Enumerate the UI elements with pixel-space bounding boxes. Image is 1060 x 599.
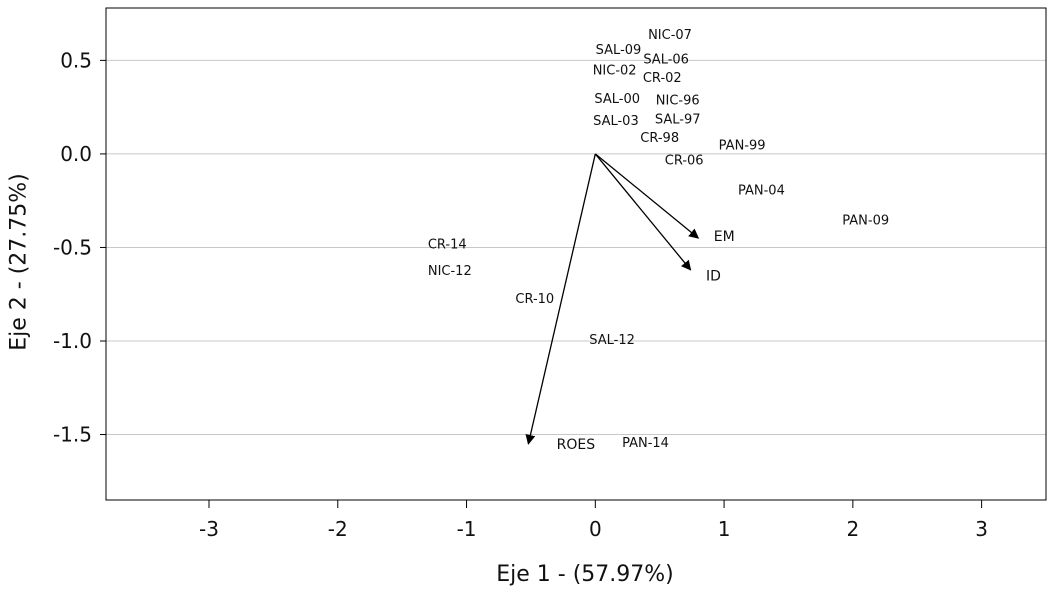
point-label: PAN-09 [842, 213, 889, 228]
x-tick-label: -2 [328, 517, 348, 541]
vector-arrow-em [594, 153, 700, 239]
point-label: CR-14 [428, 238, 467, 253]
x-tick-label: 2 [846, 517, 859, 541]
point-label: SAL-97 [655, 112, 701, 127]
vector-label-roes: ROES [557, 437, 596, 453]
point-label: PAN-04 [738, 183, 785, 198]
x-tick-label: -3 [199, 517, 219, 541]
x-tick-label: -1 [457, 517, 477, 541]
y-tick-label: 0.0 [60, 142, 92, 166]
y-axis-title: Eje 2 - (27.75%) [6, 173, 32, 351]
point-label: SAL-06 [643, 53, 689, 68]
point-label: CR-02 [643, 71, 682, 86]
y-tick-label: -1.0 [53, 329, 92, 353]
x-tick-label: 3 [975, 517, 988, 541]
y-tick-label: -1.5 [53, 423, 92, 447]
y-tick-label: -0.5 [53, 235, 92, 259]
point-label: SAL-00 [594, 92, 640, 107]
y-tick-label: 0.5 [60, 48, 92, 72]
vector-arrow-roes [525, 153, 596, 445]
point-label: CR-10 [515, 292, 554, 307]
point-label: NIC-96 [656, 94, 700, 109]
point-label: SAL-03 [593, 114, 639, 129]
point-label: NIC-02 [593, 64, 637, 79]
vector-label-em: EM [714, 229, 735, 245]
point-label: CR-98 [640, 131, 679, 146]
axis-ticks: 0.5 0.0 -0.5 -1.0 -1.5 -3 -2 -1 0 1 2 3 [53, 48, 988, 541]
x-axis-title: Eje 1 - (57.97%) [496, 562, 674, 587]
plot-frame [105, 7, 1047, 501]
point-label: PAN-99 [719, 139, 766, 154]
point-label: NIC-12 [428, 264, 472, 279]
loading-vectors: EM ID ROES [525, 153, 735, 453]
vector-arrow-id [594, 153, 692, 271]
point-label: SAL-09 [596, 43, 642, 58]
grid-lines [106, 59, 1046, 436]
point-label: PAN-14 [622, 436, 669, 451]
point-label: NIC-07 [648, 28, 692, 43]
point-label: SAL-12 [589, 333, 635, 348]
point-label: CR-06 [665, 154, 704, 169]
vector-label-id: ID [706, 269, 721, 285]
x-tick-label: 1 [718, 517, 731, 541]
x-tick-label: 0 [589, 517, 602, 541]
